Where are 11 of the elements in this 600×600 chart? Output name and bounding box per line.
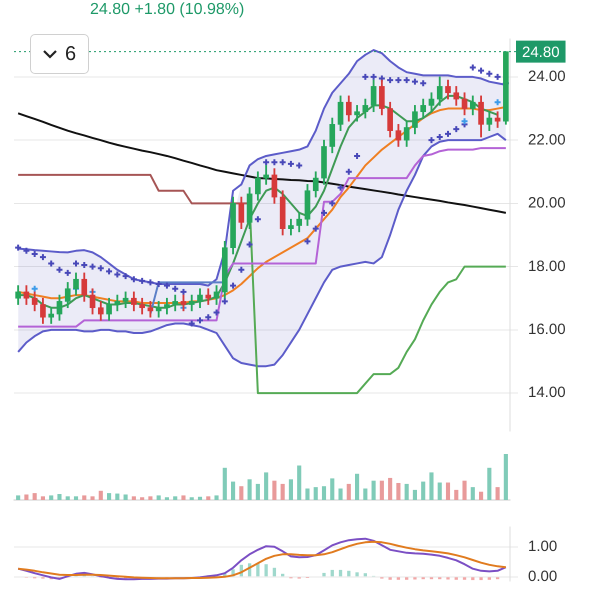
- y-tick-label: 18.00: [528, 258, 566, 275]
- ref-line-label: 24.80: [522, 44, 560, 61]
- y-tick-label: 1.00: [528, 538, 558, 555]
- y-tick-label: 16.00: [528, 320, 566, 338]
- chart-title: 24.80 +1.80 (10.98%): [89, 0, 246, 20]
- y-tick-label: 24.00: [528, 68, 566, 86]
- y-tick-label: 14.00: [528, 384, 566, 402]
- y-tick-label: 20.00: [528, 194, 566, 212]
- y-tick-label: 0.00: [528, 568, 558, 585]
- annotation: 6: [65, 42, 76, 66]
- y-tick-label: 22.00: [528, 131, 566, 148]
